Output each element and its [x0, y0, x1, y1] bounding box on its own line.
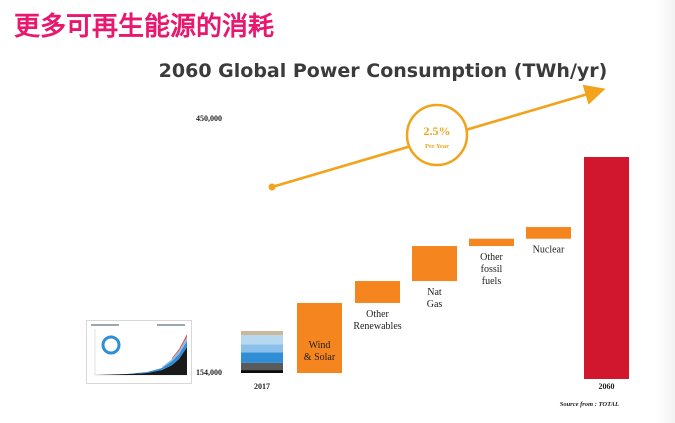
bar-2017-segment — [241, 335, 283, 345]
bar-2017-segment — [241, 344, 283, 353]
category-label: Nat — [427, 287, 442, 298]
y-start-label: 154,000 — [196, 368, 222, 377]
mini-chart-thumbnail — [86, 320, 192, 384]
bar-2017-segment — [241, 331, 283, 336]
waterfall-step-bar — [469, 238, 514, 247]
growth-rate-label: 2.5% — [424, 124, 451, 138]
bars-group — [241, 157, 629, 379]
category-label: Renewables — [353, 321, 401, 332]
waterfall-step-bar — [526, 227, 571, 239]
waterfall-step-bar — [412, 246, 457, 282]
source-note: Source from : TOTAL — [560, 401, 619, 408]
bar-2017-segment — [241, 352, 283, 363]
category-label: Gas — [427, 299, 443, 310]
y-end-label: 450,000 — [196, 114, 222, 123]
bar-2017-segment — [241, 362, 283, 371]
slide-title: 更多可再生能源的消耗 — [14, 12, 275, 42]
category-label: fossil — [481, 264, 503, 275]
category-label: Nuclear — [533, 245, 565, 256]
bar-2060-total — [584, 157, 629, 379]
category-label: & Solar — [304, 352, 336, 363]
mini-chart-thumbnail-graphic — [91, 324, 187, 376]
bar-2017-segment — [241, 370, 283, 373]
growth-badge — [405, 103, 469, 167]
chart-title: 2060 Global Power Consumption (TWh/yr) — [158, 60, 608, 82]
category-label: fuels — [482, 276, 502, 287]
edge-shade — [655, 0, 675, 423]
category-label: 2060 — [599, 382, 615, 391]
waterfall-step-bar — [297, 302, 342, 373]
waterfall-step-bar — [355, 281, 400, 303]
trend-start-dot — [268, 183, 276, 191]
category-label: Other — [366, 309, 389, 320]
category-label: 2017 — [254, 382, 270, 391]
category-label: Wind — [309, 340, 331, 351]
category-label: Other — [480, 252, 503, 263]
growth-rate-sublabel: Per Year — [425, 143, 449, 150]
